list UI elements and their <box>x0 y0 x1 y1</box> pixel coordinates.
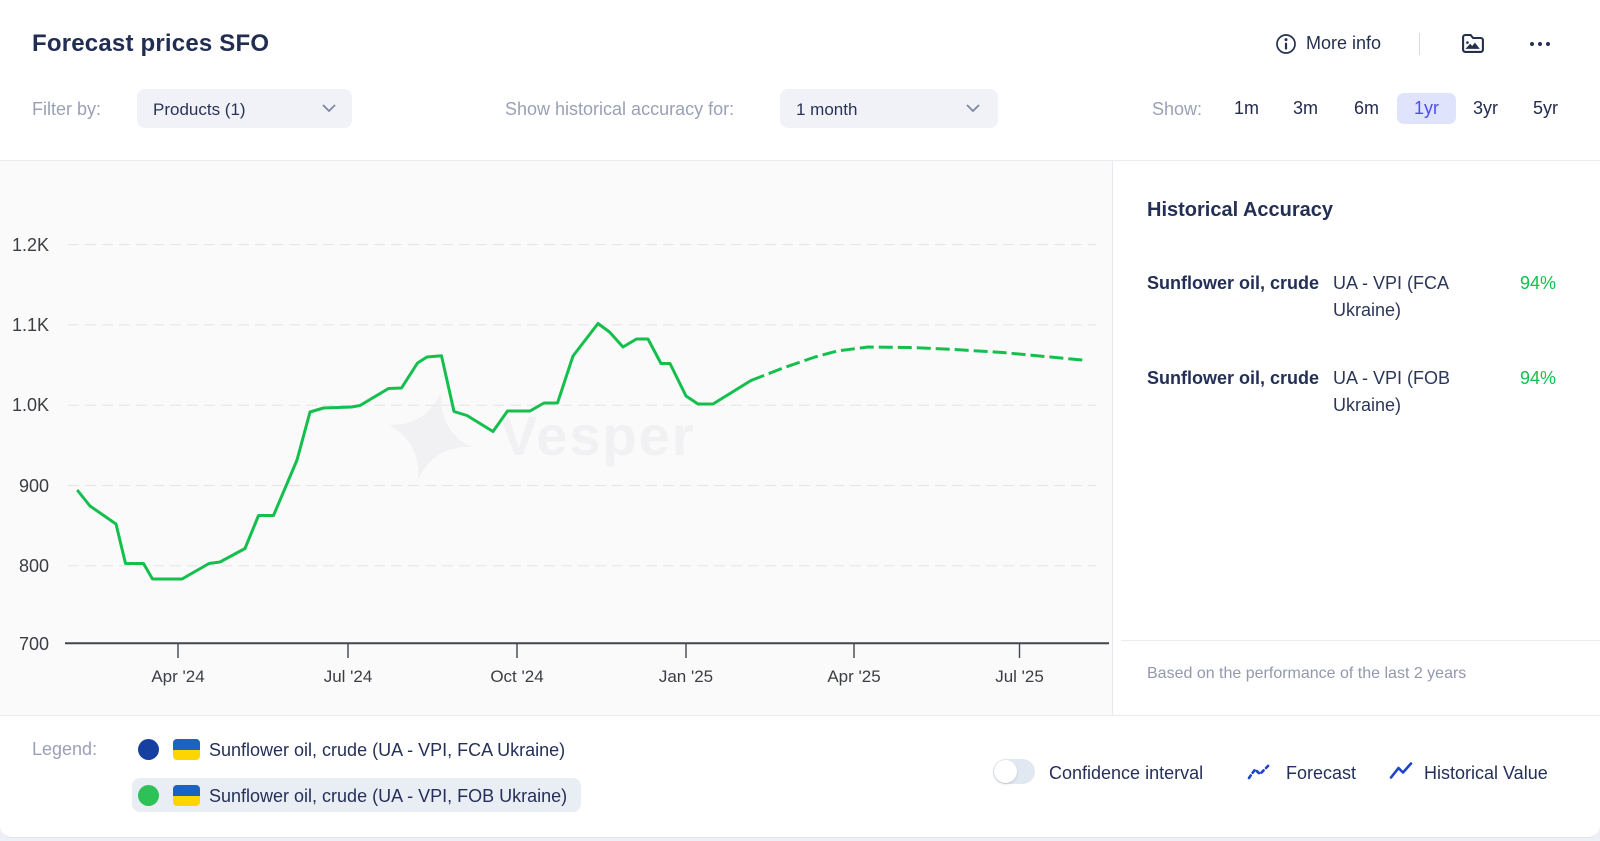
svg-text:Jul '25: Jul '25 <box>995 667 1044 686</box>
svg-text:Oct '24: Oct '24 <box>490 667 543 686</box>
svg-text:900: 900 <box>19 476 49 496</box>
svg-text:700: 700 <box>19 634 49 654</box>
svg-text:1.0K: 1.0K <box>12 395 49 415</box>
svg-text:Apr '25: Apr '25 <box>827 667 880 686</box>
svg-text:Jul '24: Jul '24 <box>324 667 373 686</box>
svg-text:1.1K: 1.1K <box>12 315 49 335</box>
svg-text:Jan '25: Jan '25 <box>659 667 713 686</box>
svg-text:800: 800 <box>19 556 49 576</box>
svg-text:1.2K: 1.2K <box>12 235 49 255</box>
svg-text:Vesper: Vesper <box>500 404 696 467</box>
svg-text:Apr '24: Apr '24 <box>151 667 204 686</box>
